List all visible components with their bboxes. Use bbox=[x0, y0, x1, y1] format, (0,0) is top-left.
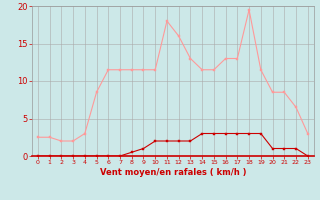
X-axis label: Vent moyen/en rafales ( km/h ): Vent moyen/en rafales ( km/h ) bbox=[100, 168, 246, 177]
